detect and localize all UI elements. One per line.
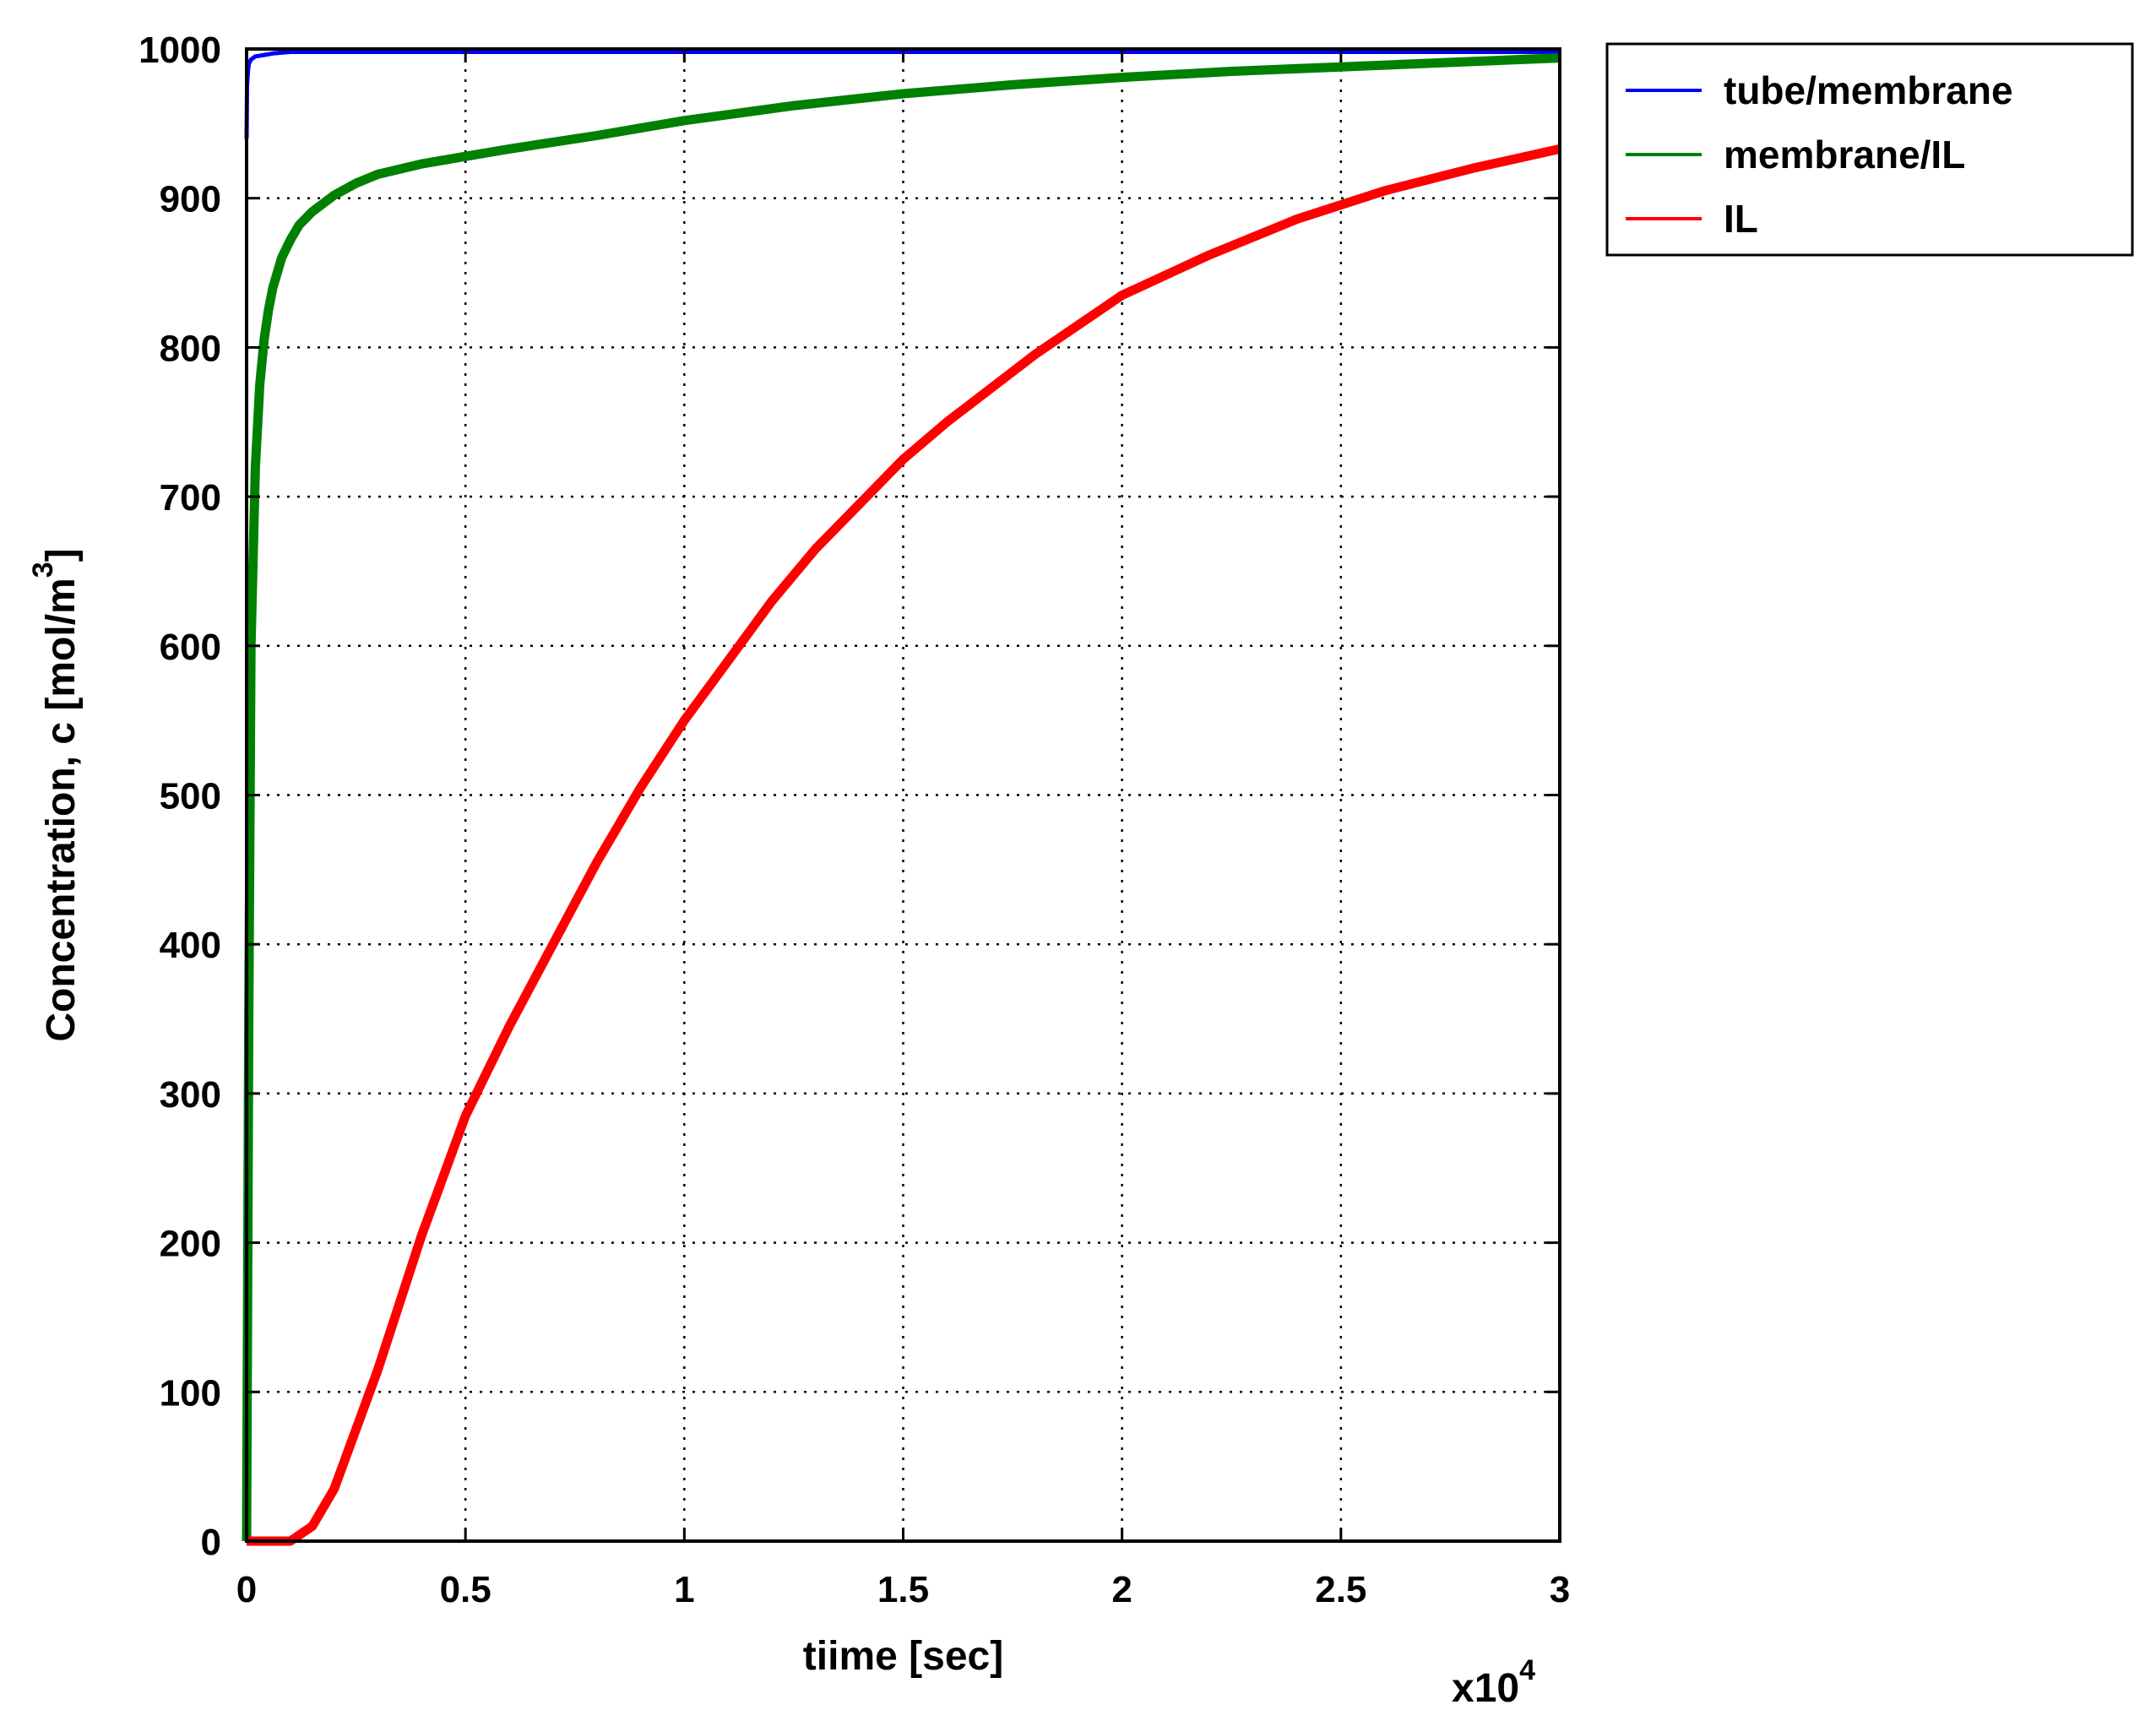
y-tick-label: 500 [160, 776, 221, 817]
x-tick-label: 1 [674, 1569, 694, 1610]
y-tick-label: 700 [160, 477, 221, 518]
ticks [245, 47, 1561, 1543]
y-tick-label: 0 [201, 1522, 221, 1563]
y-tick-labels: 0 100 200 300 400 500 600 700 800 900 1000 [138, 30, 221, 1563]
series-line-membrane-il [242, 53, 1561, 1542]
x-tick-label: 2.5 [1315, 1569, 1366, 1610]
x-tick-label: 0.5 [440, 1569, 491, 1610]
x-tick-labels: 0 0.5 1 1.5 2 2.5 3 [236, 1569, 1570, 1610]
y-tick-label: 800 [160, 328, 221, 369]
y-axis-title: Concentration, c [mol/m3] [27, 548, 84, 1041]
legend-label: IL [1724, 197, 1758, 241]
legend-label: tube/membrane [1724, 68, 2013, 112]
y-tick-label: 100 [160, 1372, 221, 1414]
y-tick-label: 600 [160, 627, 221, 668]
grid [247, 49, 1560, 1541]
x-axis-multiplier: x104 [1452, 1654, 1535, 1711]
legend-label: membrane/IL [1724, 133, 1965, 176]
y-tick-label: 200 [160, 1224, 221, 1265]
x-tick-label: 3 [1550, 1569, 1570, 1610]
legend: tube/membrane membrane/IL IL [1605, 42, 2134, 257]
x-tick-label: 0 [236, 1569, 257, 1610]
y-tick-label: 300 [160, 1074, 221, 1116]
x-tick-label: 2 [1111, 1569, 1132, 1610]
x-axis-title: tiime [sec] [803, 1634, 1003, 1679]
y-tick-label: 400 [160, 925, 221, 966]
y-tick-label: 1000 [138, 30, 221, 71]
y-tick-label: 900 [160, 179, 221, 220]
series-line-il [247, 144, 1561, 1546]
x-tick-label: 1.5 [877, 1569, 929, 1610]
